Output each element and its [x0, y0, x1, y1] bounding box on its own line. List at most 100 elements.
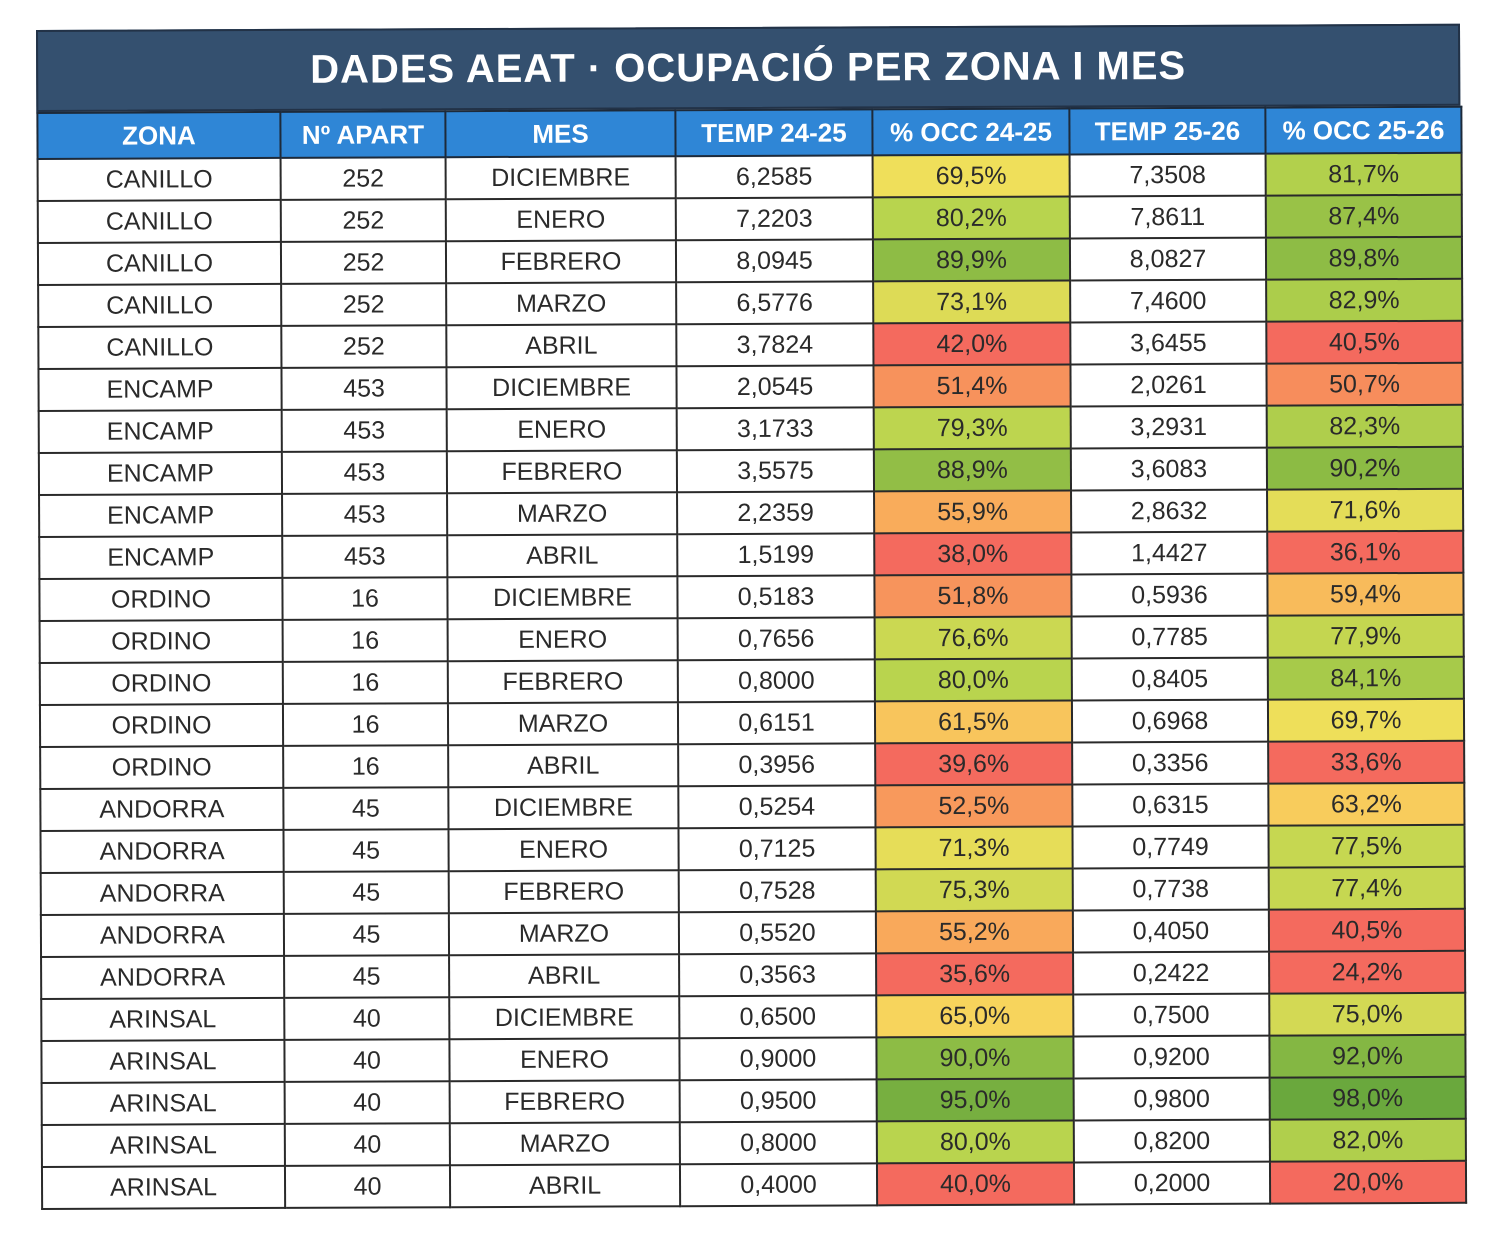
table-row: ANDORRA 45 ABRIL 0,3563 35,6% 0,2422 24,2% — [41, 950, 1466, 999]
cell-temp-24-25: 0,7125 — [678, 827, 876, 871]
header-mes: MES — [445, 110, 676, 158]
cell-occ-25-26: 82,0% — [1269, 1118, 1466, 1162]
cell-apart: 252 — [281, 325, 447, 368]
cell-zona: ORDINO — [39, 619, 283, 663]
cell-mes: MARZO — [447, 702, 679, 746]
cell-temp-24-25: 0,5520 — [678, 911, 877, 955]
cell-zona: CANILLO — [37, 199, 281, 243]
cell-mes: FEBRERO — [448, 870, 679, 914]
cell-occ-24-25: 61,5% — [874, 700, 1073, 744]
cell-zona: ANDORRA — [40, 829, 284, 873]
cell-temp-25-26: 7,4600 — [1070, 279, 1267, 323]
cell-zona: ARINSAL — [41, 1081, 285, 1125]
cell-apart: 40 — [284, 997, 450, 1040]
cell-mes: DICIEMBRE — [445, 156, 676, 200]
occupancy-sheet: DADES AEAT · OCUPACIÓ PER ZONA I MES ZON… — [36, 23, 1467, 1210]
cell-occ-25-26: 92,0% — [1269, 1034, 1466, 1078]
table-body: CANILLO 252 DICIEMBRE 6,2585 69,5% 7,3508 81,7… — [37, 152, 1467, 1209]
cell-temp-25-26: 3,6455 — [1070, 321, 1267, 365]
cell-occ-24-25: 75,3% — [875, 868, 1073, 912]
cell-occ-25-26: 33,6% — [1268, 740, 1465, 784]
cell-apart: 453 — [282, 535, 448, 578]
cell-temp-25-26: 1,4427 — [1071, 531, 1268, 575]
cell-occ-25-26: 89,8% — [1265, 236, 1463, 280]
table-row: ANDORRA 45 FEBRERO 0,7528 75,3% 0,7738 77,4% — [40, 866, 1465, 915]
cell-occ-24-25: 52,5% — [875, 784, 1073, 828]
cell-occ-24-25: 71,3% — [875, 826, 1073, 870]
cell-temp-24-25: 0,7528 — [678, 869, 876, 913]
cell-occ-25-26: 50,7% — [1266, 362, 1463, 406]
header-occ-24-25: % OCC 24-25 — [872, 108, 1070, 156]
cell-zona: CANILLO — [37, 157, 281, 201]
cell-occ-25-26: 40,5% — [1268, 908, 1466, 952]
cell-apart: 252 — [280, 241, 447, 284]
cell-zona: ENCAMP — [39, 535, 283, 579]
cell-zona: CANILLO — [38, 283, 282, 327]
cell-apart: 252 — [280, 199, 446, 242]
cell-temp-25-26: 2,0261 — [1070, 363, 1267, 407]
cell-temp-25-26: 3,2931 — [1070, 405, 1267, 449]
header-apart: Nº APART — [280, 111, 446, 158]
cell-apart: 16 — [282, 577, 448, 620]
table-row: ORDINO 16 DICIEMBRE 0,5183 51,8% 0,5936 59,4% — [39, 572, 1464, 621]
cell-occ-25-26: 82,9% — [1266, 278, 1463, 322]
cell-mes: MARZO — [449, 1122, 680, 1166]
cell-temp-25-26: 2,8632 — [1071, 489, 1268, 533]
cell-apart: 16 — [282, 703, 449, 746]
header-occ-25-26: % OCC 25-26 — [1265, 106, 1462, 154]
cell-occ-24-25: 89,9% — [872, 238, 1071, 282]
cell-apart: 40 — [284, 1123, 450, 1166]
cell-temp-24-25: 0,7656 — [677, 617, 875, 661]
cell-apart: 453 — [281, 451, 448, 494]
cell-occ-24-25: 80,0% — [876, 1120, 1074, 1164]
cell-occ-25-26: 77,5% — [1268, 824, 1465, 868]
cell-occ-24-25: 39,6% — [875, 742, 1073, 786]
cell-occ-24-25: 42,0% — [873, 322, 1071, 366]
cell-occ-24-25: 35,6% — [876, 952, 1074, 996]
table-row: ARINSAL 40 DICIEMBRE 0,6500 65,0% 0,7500 75,0% — [41, 992, 1466, 1041]
table-row: ARINSAL 40 ABRIL 0,4000 40,0% 0,2000 20,0% — [41, 1160, 1467, 1209]
cell-occ-25-26: 20,0% — [1269, 1160, 1467, 1204]
cell-temp-24-25: 0,9000 — [679, 1037, 877, 1081]
cell-temp-25-26: 7,3508 — [1069, 153, 1266, 197]
cell-occ-25-26: 63,2% — [1268, 782, 1465, 826]
cell-occ-24-25: 65,0% — [876, 994, 1074, 1038]
table-row: ARINSAL 40 FEBRERO 0,9500 95,0% 0,9800 98,0% — [41, 1076, 1466, 1125]
table-row: CANILLO 252 FEBRERO 8,0945 89,9% 8,0827 89,8% — [37, 236, 1463, 285]
cell-apart: 45 — [284, 955, 450, 998]
cell-occ-24-25: 51,8% — [874, 574, 1072, 618]
cell-temp-24-25: 6,2585 — [675, 155, 873, 199]
cell-temp-24-25: 1,5199 — [677, 533, 875, 577]
cell-occ-24-25: 76,6% — [874, 616, 1072, 660]
cell-temp-25-26: 0,6315 — [1072, 783, 1269, 827]
cell-temp-25-26: 0,7738 — [1072, 867, 1269, 911]
table-row: ANDORRA 45 ENERO 0,7125 71,3% 0,7749 77,5% — [40, 824, 1465, 873]
cell-zona: ORDINO — [40, 745, 284, 789]
cell-temp-25-26: 3,6083 — [1070, 447, 1268, 491]
cell-apart: 16 — [282, 661, 448, 704]
cell-mes: ABRIL — [449, 1164, 681, 1208]
cell-zona: ENCAMP — [38, 409, 282, 453]
cell-occ-24-25: 88,9% — [873, 448, 1072, 492]
cell-mes: MARZO — [448, 912, 680, 956]
cell-mes: ENERO — [449, 1038, 680, 1082]
cell-temp-24-25: 0,4000 — [679, 1163, 878, 1207]
cell-mes: FEBRERO — [445, 240, 677, 284]
cell-temp-24-25: 8,0945 — [675, 239, 874, 283]
cell-occ-25-26: 84,1% — [1267, 656, 1464, 700]
cell-mes: ENERO — [445, 198, 676, 242]
cell-occ-25-26: 82,3% — [1266, 404, 1463, 448]
table-row: ENCAMP 453 ABRIL 1,5199 38,0% 1,4427 36,1% — [39, 530, 1464, 579]
cell-temp-25-26: 0,7785 — [1071, 615, 1268, 659]
cell-occ-24-25: 80,2% — [872, 196, 1070, 240]
cell-occ-25-26: 24,2% — [1269, 950, 1466, 994]
cell-zona: ORDINO — [39, 661, 283, 705]
cell-temp-24-25: 3,7824 — [676, 323, 874, 367]
cell-temp-25-26: 0,7749 — [1072, 825, 1269, 869]
cell-zona: ARINSAL — [41, 1165, 286, 1209]
table-row: ARINSAL 40 MARZO 0,8000 80,0% 0,8200 82,0% — [41, 1118, 1466, 1167]
cell-mes: FEBRERO — [449, 1080, 680, 1124]
cell-zona: ENCAMP — [38, 451, 283, 495]
cell-temp-25-26: 7,8611 — [1069, 195, 1266, 239]
cell-temp-24-25: 0,5183 — [677, 575, 875, 619]
